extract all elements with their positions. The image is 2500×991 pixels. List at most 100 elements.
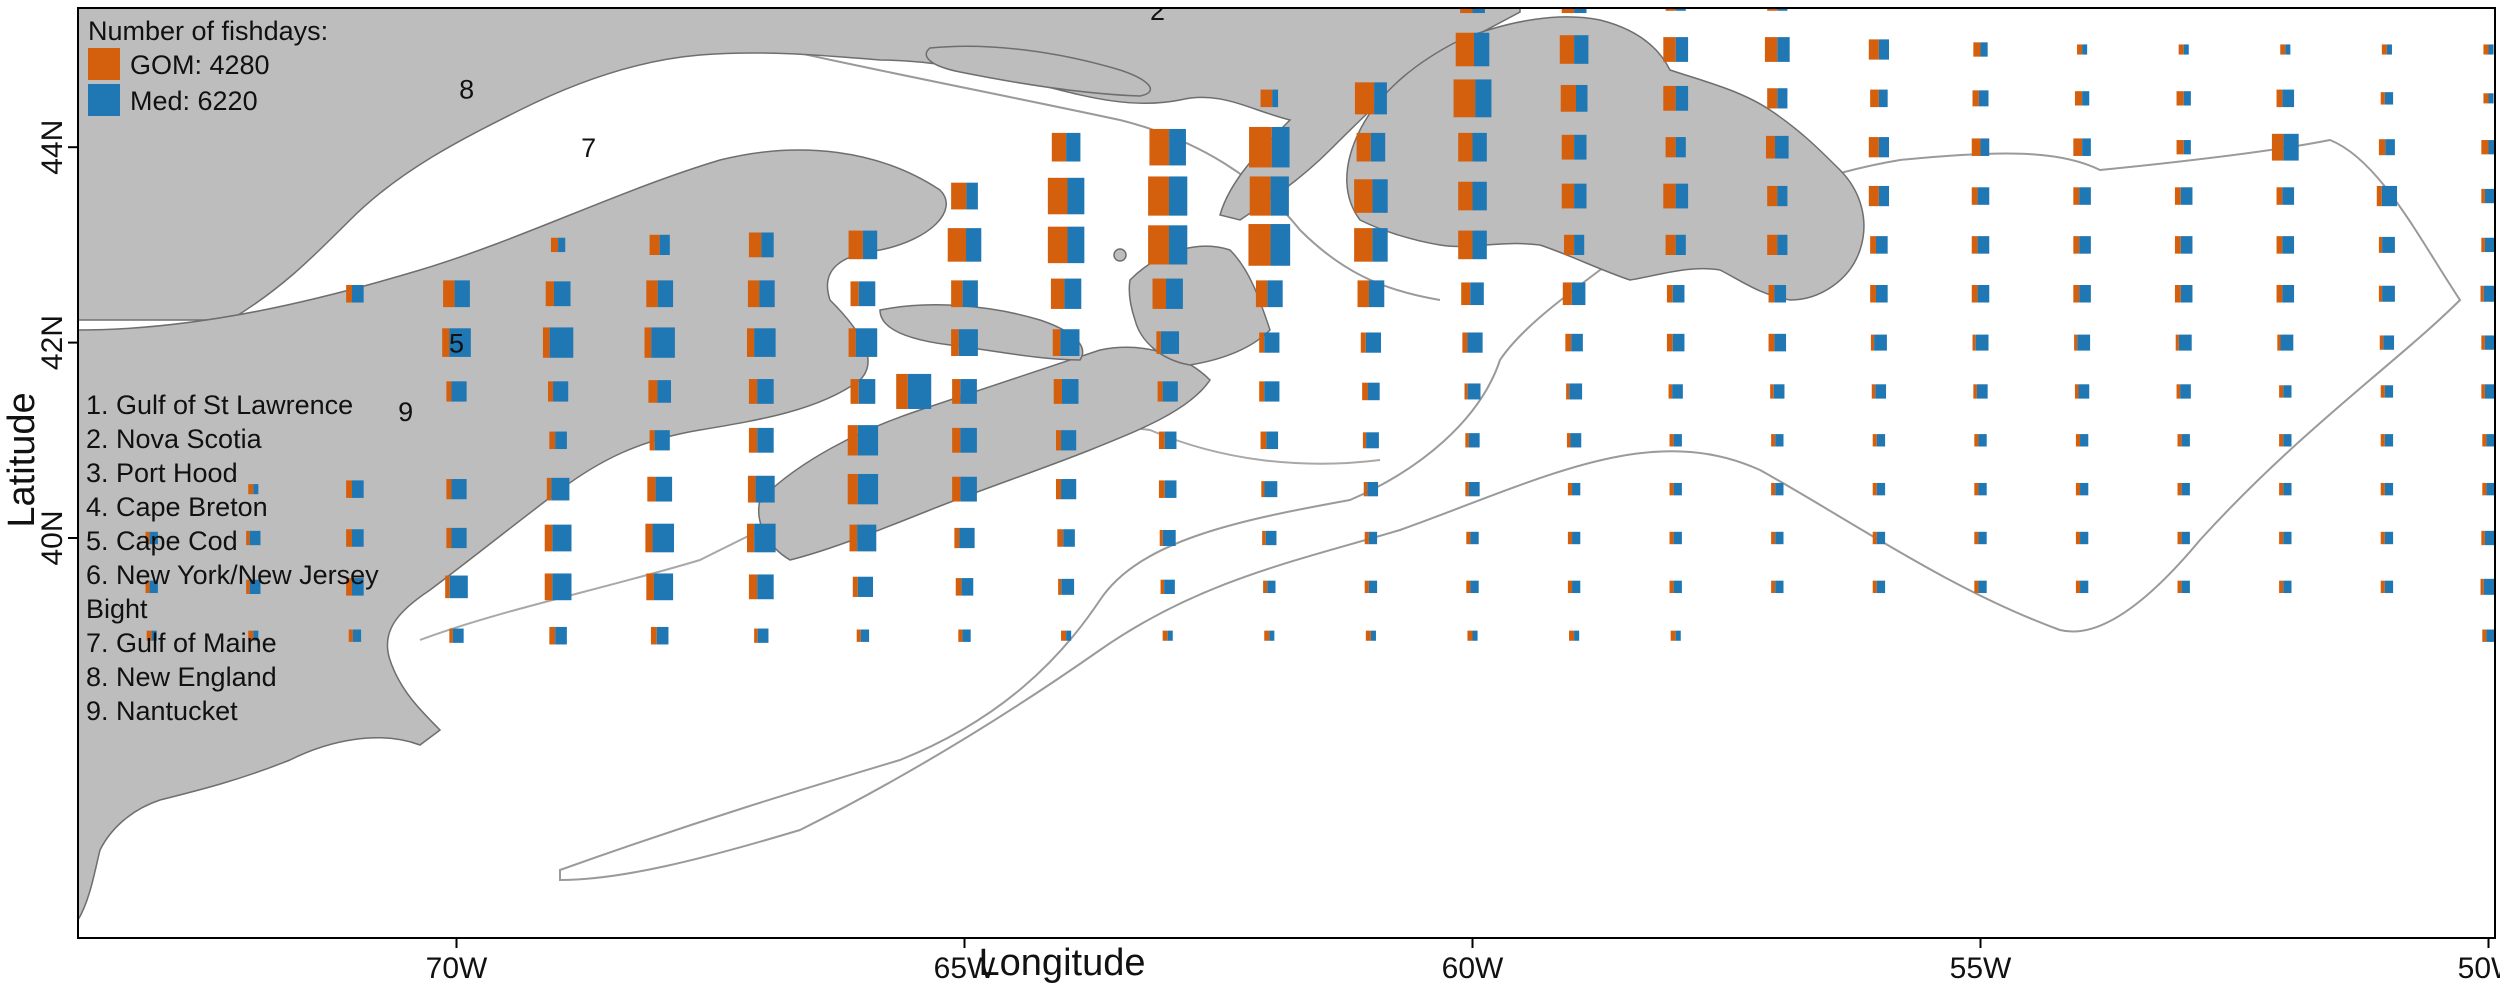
fishdays-cell	[2481, 530, 2495, 546]
cell-gom-part	[1566, 433, 1571, 448]
fishdays-cell	[2174, 236, 2193, 254]
cell-med-part	[1875, 284, 1888, 303]
cell-gom-part	[1670, 630, 1676, 641]
fishdays-cell	[954, 527, 975, 549]
fishdays-cell	[2381, 44, 2392, 55]
fishdays-cell	[1362, 382, 1380, 401]
cell-med-part	[1975, 334, 1989, 351]
cell-med-part	[1066, 132, 1081, 162]
fishdays-cell	[1666, 333, 1685, 352]
cell-med-part	[1574, 134, 1587, 160]
cell-med-part	[2486, 434, 2495, 447]
cell-gom-part	[1262, 530, 1266, 546]
fishdays-cell	[2279, 385, 2292, 398]
cell-med-part	[1878, 89, 1888, 108]
cell-med-part	[651, 327, 675, 358]
cell-med-part	[1472, 230, 1487, 260]
fishdays-cell	[647, 476, 673, 502]
cell-gom-part	[2481, 335, 2485, 350]
cell-gom-part	[2276, 187, 2283, 205]
cell-gom-part	[1051, 132, 1067, 162]
cell-med-part	[454, 280, 470, 308]
cell-gom-part	[1260, 89, 1273, 108]
cell-med-part	[2384, 580, 2394, 594]
cell-med-part	[2384, 434, 2394, 447]
cell-gom-part	[2480, 578, 2484, 595]
fishdays-cell	[1973, 384, 1988, 399]
cell-med-part	[2486, 629, 2495, 642]
fishdays-cell	[2174, 284, 2193, 303]
cell-gom-part	[1259, 381, 1265, 402]
fishdays-cell	[947, 228, 982, 262]
cell-gom-part	[2378, 285, 2383, 302]
fishdays-cell	[2380, 580, 2394, 594]
cell-gom-part	[1971, 284, 1978, 303]
legend: Number of fishdays: GOM: 4280 Med: 6220	[88, 16, 328, 116]
cell-med-part	[2282, 284, 2295, 303]
fishdays-cell	[848, 328, 878, 357]
cell-gom-part	[2482, 434, 2487, 447]
fishdays-cell	[1259, 381, 1280, 402]
cell-med-part	[1264, 381, 1280, 402]
cell-gom-part	[2277, 334, 2281, 351]
cell-gom-part	[1462, 332, 1468, 353]
cell-med-part	[1675, 37, 1689, 62]
cell-gom-part	[1561, 134, 1575, 160]
cell-gom-part	[2279, 385, 2284, 398]
y-axis-ticks: 40N42N44N46N48N50N	[36, 120, 78, 566]
cell-gom-part	[1561, 183, 1575, 209]
cell-med-part	[1876, 482, 1886, 496]
cell-gom-part	[1560, 84, 1577, 112]
fishdays-cell	[443, 280, 470, 308]
fishdays-cell	[544, 524, 572, 552]
cell-gom-part	[1665, 137, 1676, 158]
cell-gom-part	[1665, 8, 1676, 11]
cell-med-part	[1774, 284, 1787, 303]
cell-gom-part	[443, 280, 455, 308]
cell-med-part	[1576, 84, 1588, 112]
plot-border	[77, 7, 2496, 939]
cell-gom-part	[2481, 140, 2489, 155]
fishdays-cell	[446, 381, 467, 402]
cell-med-part	[149, 580, 158, 594]
cell-gom-part	[1765, 135, 1776, 159]
cell-med-part	[2080, 531, 2089, 545]
cell-gom-part	[2276, 89, 2283, 108]
fishdays-cell	[850, 281, 876, 307]
cell-med-part	[449, 328, 471, 357]
cell-gom-part	[44, 581, 48, 593]
cell-med-part	[1061, 430, 1077, 451]
cell-gom-part	[850, 281, 859, 307]
fishdays-cell	[2177, 482, 2190, 496]
fishdays-cell	[2279, 531, 2292, 545]
cell-gom-part	[1465, 481, 1469, 497]
cell-gom-part	[848, 230, 863, 260]
fishdays-cell	[2073, 236, 2091, 254]
cell-gom-part	[2378, 139, 2386, 156]
cell-gom-part	[1362, 432, 1367, 449]
cell-gom-part	[346, 480, 352, 498]
cell-gom-part	[649, 430, 655, 451]
cell-gom-part	[1354, 228, 1373, 262]
fishdays-cell	[2481, 188, 2495, 204]
cell-med-part	[2283, 385, 2292, 398]
cell-med-part	[1672, 333, 1685, 352]
fishdays-cell	[748, 232, 774, 258]
cell-med-part	[2077, 334, 2091, 351]
cell-gom-part	[1870, 334, 1875, 351]
cell-med-part	[351, 480, 364, 498]
cell-gom-part	[1458, 230, 1473, 260]
cell-gom-part	[1050, 278, 1065, 309]
cell-gom-part	[1767, 8, 1778, 11]
cell-med-part	[1162, 530, 1176, 546]
fishdays-cell	[346, 529, 364, 547]
region-list-item: 7. Gulf of Maine	[86, 628, 277, 658]
cell-med-part	[966, 182, 978, 210]
fishdays-cell	[346, 578, 364, 596]
map-annotation: 8	[459, 74, 474, 104]
cell-med-part	[1775, 531, 1784, 545]
cell-gom-part	[951, 280, 963, 308]
map-annotation: 2	[1150, 0, 1165, 26]
fishdays-cell	[1561, 134, 1587, 160]
cell-gom-part	[2177, 482, 2182, 496]
